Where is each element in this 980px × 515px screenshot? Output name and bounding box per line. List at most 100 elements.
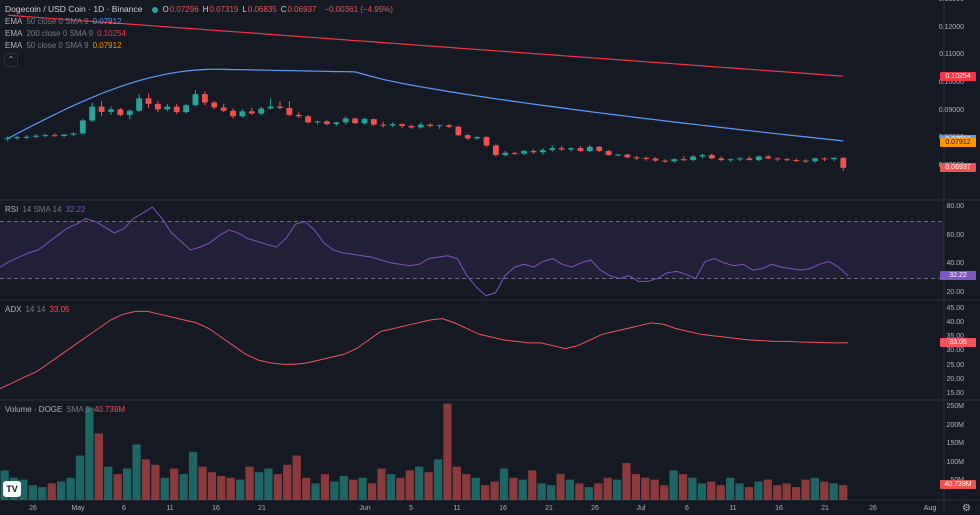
volume-bar	[424, 472, 433, 500]
volume-bar	[697, 483, 706, 500]
volume-bar	[660, 485, 669, 500]
legend-params: SMA 9	[66, 405, 90, 414]
time-tick-label: Jul	[636, 505, 646, 512]
volume-bar	[236, 479, 245, 500]
volume-bar	[763, 479, 772, 500]
candle-body	[314, 121, 321, 123]
last-price-badge: 0.06937	[940, 163, 976, 173]
tradingview-logo-icon[interactable]: TV	[3, 481, 21, 497]
volume-bar	[377, 468, 386, 500]
legend-adx[interactable]: ADX 14 14 33.05	[5, 305, 74, 315]
volume-bar	[386, 474, 396, 500]
volume-bar	[490, 481, 499, 500]
volume-bar	[405, 470, 414, 500]
candle-body	[511, 152, 518, 154]
candle-body	[708, 155, 715, 159]
volume-bar	[528, 470, 537, 500]
volume-bar	[217, 475, 226, 500]
candle-body	[136, 98, 143, 111]
time-tick-label: 21	[821, 505, 829, 512]
legend-value: 0.10254	[97, 29, 126, 38]
time-tick-label: 5	[409, 505, 413, 512]
volume-bar	[19, 479, 28, 500]
candle-body	[615, 154, 621, 156]
candle-body	[699, 155, 706, 157]
price-tick-label: 0.09000	[938, 106, 964, 114]
price-change: −0.00361 (−4.95%)	[324, 5, 393, 14]
ohlc-key: O	[162, 5, 169, 14]
time-tick-label: 26	[29, 505, 37, 512]
volume-bar	[415, 466, 424, 500]
volume-bar	[273, 474, 282, 500]
legend-rsi[interactable]: RSI 14 SMA 14 32.22	[5, 205, 90, 215]
time-tick-label: 11	[729, 505, 737, 512]
candle-body	[671, 159, 678, 162]
volume-bar	[38, 487, 47, 500]
candle-body	[727, 159, 734, 161]
candle-body	[239, 111, 246, 117]
volume-tick-label: 250M	[946, 403, 964, 411]
volume-tick-label: 100M	[946, 458, 964, 466]
candle-body	[812, 158, 819, 162]
candle-body	[446, 125, 452, 127]
candle-body	[286, 108, 293, 115]
legend-ema50[interactable]: EMA 50 close 0 SMA 9 0.07912	[5, 17, 126, 27]
time-tick-label: 26	[591, 505, 599, 512]
legend-name: EMA	[5, 29, 23, 38]
candle-body	[568, 148, 574, 150]
volume-bar	[170, 468, 179, 500]
candle-body	[295, 114, 302, 117]
price-tick-label: 0.12000	[938, 23, 964, 31]
volume-bar	[330, 481, 339, 500]
candle-body	[32, 135, 39, 137]
candle-body	[277, 106, 283, 108]
legend-ema200[interactable]: EMA 200 close 0 SMA 9 0.10254	[5, 29, 130, 39]
market-status-icon	[152, 6, 159, 13]
volume-bar	[499, 468, 509, 500]
settings-icon[interactable]: ⚙	[962, 503, 971, 514]
rsi-value-badge: 32.22	[940, 270, 976, 280]
volume-bar	[518, 479, 527, 500]
legend-params: 50 close 0 SMA 9	[26, 41, 89, 50]
volume-bar	[622, 462, 631, 500]
candle-body	[126, 110, 133, 115]
candle-body	[690, 156, 696, 161]
volume-bar	[744, 487, 754, 500]
candle-body	[652, 158, 659, 161]
candle-body	[436, 125, 443, 127]
adx-tick-label: 20.00	[946, 376, 964, 383]
candle-body	[4, 137, 11, 139]
volume-bar	[546, 485, 556, 500]
candle-body	[23, 136, 30, 138]
time-tick-label: 6	[122, 505, 126, 512]
symbol-title[interactable]: Dogecoin / USD Coin · 1D · Binance	[5, 4, 143, 14]
candle-body	[164, 106, 171, 110]
candle-body	[596, 146, 603, 151]
volume-bar	[198, 466, 207, 500]
legend-volume[interactable]: Volume · DOGE SMA 9 40.739M	[5, 405, 129, 415]
candle-body	[342, 118, 349, 123]
ema200-line	[7, 14, 844, 77]
time-tick-label: 21	[545, 505, 553, 512]
volume-bar	[631, 474, 641, 500]
adx-tick-label: 15.00	[946, 390, 964, 398]
ema50-line	[7, 68, 844, 142]
legend-name: Volume · DOGE	[5, 405, 63, 414]
volume-bar	[358, 477, 367, 500]
legend-ema50b[interactable]: EMA 50 close 0 SMA 9 0.07912	[5, 41, 126, 51]
candle-body	[662, 160, 668, 162]
volume-bar	[302, 477, 311, 500]
volume-bar	[612, 479, 622, 500]
ohlc-value: 0.07296	[169, 5, 199, 14]
volume-bar	[509, 477, 518, 500]
rsi-band	[0, 221, 944, 279]
collapse-legend-button[interactable]: ⌃	[4, 53, 18, 67]
candle-body	[305, 116, 312, 123]
candle-body	[108, 109, 114, 112]
volume-bar	[810, 477, 820, 500]
legend-params: 200 close 0 SMA 9	[26, 29, 94, 38]
volume-bar	[791, 487, 801, 500]
candle-body	[192, 94, 199, 106]
volume-bar	[160, 477, 169, 500]
